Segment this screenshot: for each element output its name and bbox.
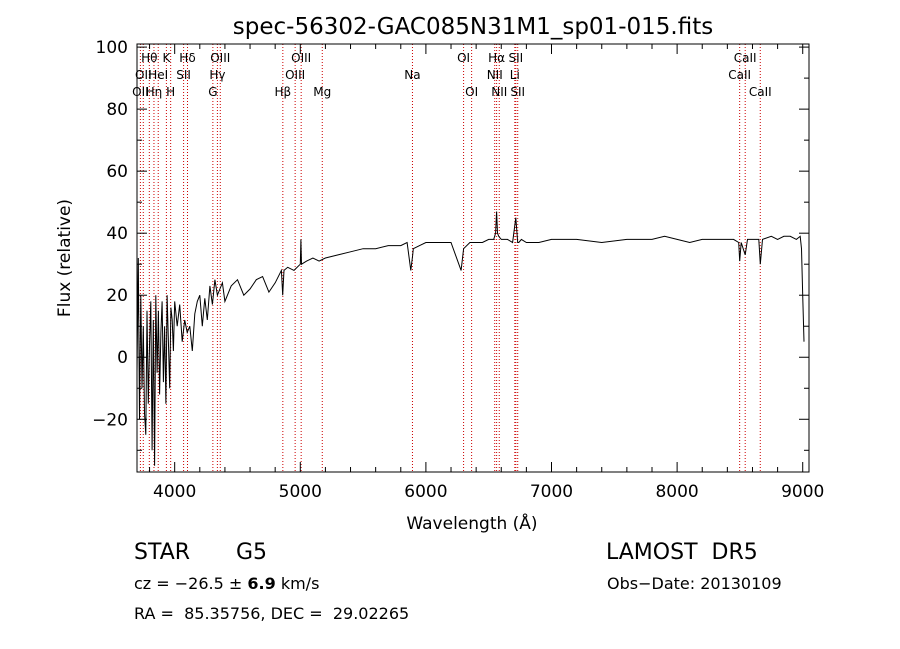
y-tick-label: 80 [106,100,128,120]
line-label-20-0: Hα [488,51,505,65]
x-tick-label: 5000 [279,482,322,502]
x-axis-label: Wavelength (Å) [406,512,537,534]
line-label-25-0: CaII [728,68,751,82]
line-label-23-0: SII [508,51,523,65]
line-label-11-0: OIII [210,51,230,65]
x-tick-label: 8000 [655,482,698,502]
y-axis-label: Flux (relative) [55,199,75,317]
y-tick-label: 100 [96,38,128,58]
line-label-2-0: Hθ [141,51,157,65]
line-label-22-0: Li [510,68,520,82]
line-label-16-0: Na [404,68,420,82]
y-tick-label: −20 [92,410,128,430]
line-label-26-0: CaII [734,51,757,65]
spectrum-trace [136,211,805,466]
y-tick-label: 40 [106,224,128,244]
y-tick-label: 0 [117,348,128,368]
y-tick-label: 60 [106,162,128,182]
y-axis-ticks: −20 0 20 40 60 80 100 [92,38,809,451]
redshift-velocity: cz = −26.5 ± 6.9 km/s [134,574,319,593]
spectral-subclass: G5 [236,540,268,565]
line-label-21-0: NII [491,85,507,99]
line-label-27-0: CaII [749,85,772,99]
x-tick-label: 9000 [781,482,824,502]
x-axis-ticks: 4000 5000 6000 7000 8000 9000 [149,44,824,502]
cz-unit: km/s [275,574,320,593]
line-label-14-0: OIII [291,51,311,65]
survey-name: LAMOST DR5 [606,540,758,565]
line-label-4-0: HeI [148,68,168,82]
line-label-8-0: Hδ [179,51,195,65]
x-tick-label: 4000 [153,482,196,502]
line-label-19-0: NII [487,68,503,82]
line-label-12-0: Hβ [274,85,291,99]
line-label-13-0: OIII [285,68,305,82]
line-label-18-0: OI [465,85,478,99]
line-label-0-0: OII [132,85,149,99]
spectral-line-labels: OIIOIIHθHηHeIKHSIIHδGHγOIIIHβOIIIOIIIMgN… [132,51,772,99]
plot-frame [136,43,810,473]
line-label-17-0: OI [457,51,470,65]
observation-date: Obs−Date: 20130109 [607,574,782,593]
chart-title: spec-56302-GAC085N31M1_sp01-015.fits [233,14,713,40]
cz-prefix: cz = −26.5 ± [134,574,248,593]
y-tick-label: 20 [106,286,128,306]
line-label-24-0: SII [510,85,525,99]
line-label-5-0: K [162,51,171,65]
cz-error: 6.9 [247,574,276,593]
coordinates: RA = 85.35756, DEC = 29.02265 [134,604,410,623]
line-label-3-0: Hη [146,85,163,99]
x-tick-label: 6000 [404,482,447,502]
line-label-7-0: SII [176,68,191,82]
line-label-10-0: Hγ [209,68,225,82]
spectral-line-markers [139,44,761,472]
line-label-9-0: G [208,85,217,99]
x-tick-label: 7000 [530,482,573,502]
line-label-6-0: H [166,85,175,99]
object-class: STAR [134,540,191,565]
line-label-15-0: Mg [313,85,331,99]
